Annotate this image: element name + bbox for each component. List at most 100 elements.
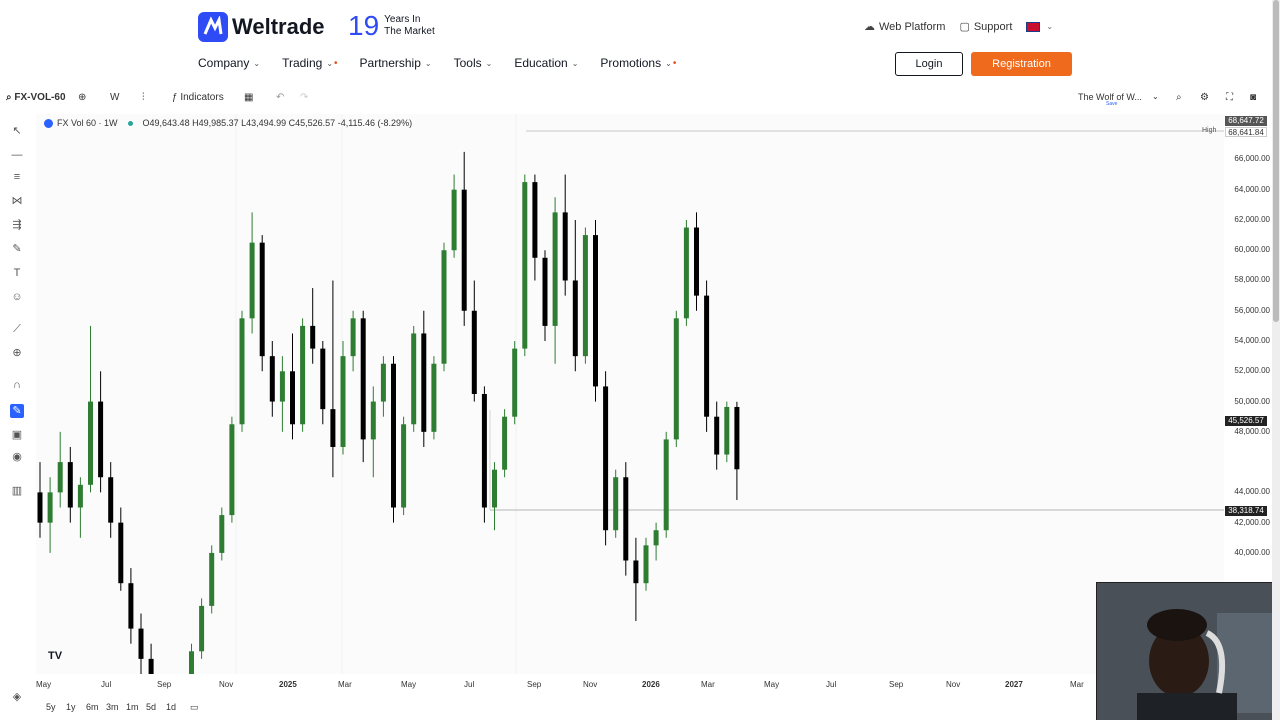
layout-chevron-icon[interactable]: ⌄ [1152,92,1159,101]
undo-icon[interactable]: ↶ [276,92,285,103]
quick-search-icon[interactable]: ⌕ [1176,92,1182,103]
candle-body [229,424,235,516]
brand-name: Weltrade [232,14,325,39]
ruler-icon[interactable]: ⟋ [13,323,21,335]
eye-icon[interactable]: ◉ [12,451,22,463]
candle-body [320,348,326,410]
trend-line-icon[interactable]: — [11,149,23,161]
emoji-icon[interactable]: ☺ [11,291,23,303]
years-badge: 19 Years In The Market [348,10,435,42]
brush-icon[interactable]: ✎ [12,243,22,255]
fib-icon[interactable]: ≡ [13,171,21,183]
time-tick: Nov [946,680,961,689]
candle-body [451,189,457,251]
templates-icon[interactable]: ▦ [244,92,254,103]
price-tick: 52,000.00 [1234,366,1270,376]
cursor-icon[interactable]: ↖ [12,125,22,137]
bar-type-icon[interactable]: ⫶ [142,92,145,103]
nav-item-company[interactable]: Company ⌄ [198,56,260,70]
candle-body [350,318,356,357]
nav-item-label: Education [514,56,568,70]
interval-selector[interactable]: W [110,92,120,103]
nav-item-label: Company [198,56,250,70]
stay-drawing-icon[interactable]: ✎ [10,404,24,418]
candle-body [542,257,548,326]
range-bar: 5y 1y 6m 3m 1m 5d 1d ▭ [0,698,1100,718]
pattern-icon[interactable]: ⋈ [11,195,23,207]
time-tick: Sep [527,680,542,689]
candle-body [259,242,265,357]
magnet-icon[interactable]: ∩ [13,379,21,391]
price-tick: 64,000.00 [1234,184,1270,194]
candle-body [391,363,396,508]
weltrade-logo[interactable]: Weltrade [198,12,325,42]
legend-title[interactable]: FX Vol 60 · 1W [57,118,118,128]
symbol-search[interactable]: ⌕ FX-VOL-60 [6,92,66,103]
candle-body [239,318,245,425]
price-tag-high: 68,641.84 [1225,127,1267,137]
chevron-down-icon: ⌄ [253,58,261,68]
candle-body [502,416,508,470]
prediction-icon[interactable]: ⇶ [12,219,22,231]
candlestick-chart [37,114,1224,720]
price-tick: 40,000.00 [1234,547,1270,557]
chevron-down-icon: ⌄ [326,58,334,68]
fullscreen-icon[interactable]: ⛶ [1226,92,1233,103]
range-6m[interactable]: 6m [86,702,99,712]
range-1m[interactable]: 1m [126,702,139,712]
candle-body [118,522,124,584]
candle-body [471,310,477,394]
range-5d[interactable]: 5d [146,702,157,712]
redo-icon[interactable]: ↷ [300,92,309,103]
web-platform-link[interactable]: ☁ Web Platform [864,20,945,34]
candle-body [209,552,215,606]
presenter-video [1097,583,1280,720]
scrollbar-thumb[interactable] [1273,0,1279,322]
compare-add-icon[interactable]: ⊕ [78,92,87,103]
time-tick: Mar [338,680,352,689]
go-to-date-icon[interactable]: ▭ [190,702,199,712]
object-tree-icon[interactable]: ◈ [12,691,22,703]
indicators-button[interactable]: ƒ Indicators [172,92,224,103]
range-3m[interactable]: 3m [106,702,119,712]
chevron-down-icon: ⌄ [571,58,579,68]
language-selector[interactable]: ⌄ [1026,21,1053,32]
zoom-icon[interactable]: ⊕ [12,347,22,359]
chart-canvas[interactable] [36,114,1224,720]
candle-body [37,492,43,523]
candle-body [340,356,346,447]
price-tick: 48,000.00 [1234,426,1270,436]
nav-item-trading[interactable]: Trading ⌄ • [282,56,337,70]
text-tool-icon[interactable]: T [13,267,21,279]
nav-item-tools[interactable]: Tools ⌄ [454,56,493,70]
screenshot-camera-icon[interactable]: ◙ [1250,92,1257,103]
candle-body [431,363,437,432]
price-tick: 44,000.00 [1234,487,1270,497]
settings-gear-icon[interactable]: ⚙ [1200,92,1209,103]
time-tick: Jul [464,680,475,689]
price-axis[interactable]: 66,000.00 64,000.00 62,000.00 60,000.00 58,0… [1224,114,1272,648]
nav-item-promotions[interactable]: Promotions ⌄ • [600,56,676,70]
price-tag-level: 38,318.74 [1225,506,1267,516]
candle-body [421,333,427,432]
lock-icon[interactable]: ▣ [11,429,23,441]
candle-body [582,235,588,357]
market-status-icon [127,120,133,126]
price-tick: 66,000.00 [1234,154,1270,164]
nav-item-education[interactable]: Education ⌄ [514,56,578,70]
login-button[interactable]: Login [895,52,963,76]
save-label[interactable]: Save [1106,101,1118,107]
range-5y[interactable]: 5y [46,702,56,712]
range-1d[interactable]: 1d [166,702,177,712]
nav-item-partnership[interactable]: Partnership ⌄ [360,56,432,70]
time-axis[interactable]: May Jul Sep Nov 2025 Mar May Jul Sep Nov 2026 Mar Ma… [0,678,1100,692]
time-tick: Sep [157,680,172,689]
support-link[interactable]: ▢ Support [959,20,1012,34]
registration-button[interactable]: Registration [971,52,1072,76]
uk-flag-icon [1026,21,1041,32]
candle-body [47,492,53,523]
range-1y[interactable]: 1y [66,702,76,712]
trash-icon[interactable]: ▥ [11,485,23,497]
layout-name[interactable]: The Wolf of W... [1078,92,1142,102]
page-scrollbar[interactable] [1272,0,1280,720]
